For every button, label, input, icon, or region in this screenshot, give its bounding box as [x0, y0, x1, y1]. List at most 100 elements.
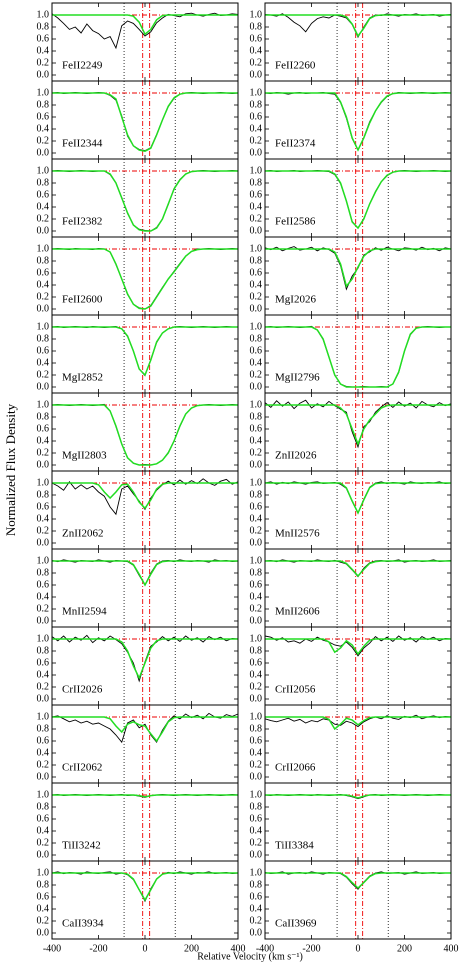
- panel-label: MnII2606: [275, 606, 320, 618]
- y-tick-label: 0.4: [250, 435, 263, 446]
- y-tick-label: 1.0: [37, 555, 50, 566]
- y-tick-label: 0.8: [250, 333, 263, 344]
- y-tick-label: 0.8: [250, 801, 263, 812]
- y-tick-label: 0.6: [250, 657, 263, 668]
- y-tick-label: 0.2: [250, 447, 263, 458]
- y-tick-label: 0.8: [250, 99, 263, 110]
- fit-line: [265, 872, 451, 890]
- fit-line: [265, 560, 451, 578]
- y-tick-label: 0.0: [37, 771, 50, 782]
- panel-label: FeII2260: [275, 60, 316, 72]
- y-tick-label: 0.2: [250, 525, 263, 536]
- x-tick-label: 400: [231, 943, 246, 954]
- fit-line: [265, 638, 451, 656]
- y-tick-label: 0.8: [37, 333, 50, 344]
- y-tick-label: 0.2: [250, 369, 263, 380]
- y-tick-label: 0.6: [250, 735, 263, 746]
- y-tick-label: 0.0: [250, 459, 263, 470]
- panel-label: FeII2249: [62, 60, 103, 72]
- y-tick-label: 0.6: [250, 345, 263, 356]
- y-tick-label: 0.8: [250, 177, 263, 188]
- y-tick-label: 0.4: [37, 591, 50, 602]
- y-tick-label: 0.2: [250, 915, 263, 926]
- y-tick-label: 0.0: [37, 69, 50, 80]
- y-tick-label: 1.0: [250, 867, 263, 878]
- y-tick-label: 0.6: [250, 267, 263, 278]
- fit-line: [265, 170, 451, 230]
- y-tick-label: 0.8: [37, 489, 50, 500]
- spectrum-line: [51, 871, 239, 903]
- y-tick-label: 0.4: [250, 747, 263, 758]
- y-tick-label: 1.0: [250, 243, 263, 254]
- y-tick-label: 1.0: [37, 399, 50, 410]
- y-tick-label: 0.0: [250, 927, 263, 938]
- panel-label: FeII2344: [62, 138, 103, 150]
- x-tick-label: 0: [143, 943, 148, 954]
- y-tick-label: 0.4: [37, 903, 50, 914]
- fit-line: [52, 482, 238, 510]
- fit-line: [265, 14, 451, 38]
- panel-label: CaII3969: [275, 918, 317, 930]
- y-tick-label: 0.4: [37, 747, 50, 758]
- panel-label: MnII2576: [275, 528, 320, 540]
- y-tick-label: 0.8: [37, 801, 50, 812]
- y-tick-label: 0.8: [250, 645, 263, 656]
- x-tick-label: 200: [184, 943, 199, 954]
- y-tick-label: 1.0: [37, 789, 50, 800]
- y-tick-label: 0.2: [37, 759, 50, 770]
- y-tick-label: 0.4: [250, 45, 263, 56]
- y-tick-label: 0.6: [37, 267, 50, 278]
- y-tick-label: 1.0: [250, 87, 263, 98]
- panel-label: CrII2066: [275, 762, 316, 774]
- y-tick-label: 0.4: [250, 123, 263, 134]
- fit-line: [265, 404, 451, 447]
- fit-line: [265, 482, 451, 515]
- y-tick-label: 0.4: [250, 357, 263, 368]
- y-tick-label: 0.0: [37, 147, 50, 158]
- y-tick-label: 0.0: [250, 69, 263, 80]
- y-tick-label: 0.0: [250, 303, 263, 314]
- y-tick-label: 0.2: [250, 135, 263, 146]
- y-tick-label: 0.2: [37, 135, 50, 146]
- spectrum-line: [51, 634, 239, 683]
- y-tick-label: 0.0: [37, 693, 50, 704]
- y-tick-label: 0.8: [250, 255, 263, 266]
- panel-label: CrII2062: [62, 762, 102, 774]
- y-tick-label: 0.0: [37, 537, 50, 548]
- y-tick-label: 0.0: [250, 615, 263, 626]
- y-tick-label: 0.4: [37, 279, 50, 290]
- spectrum-line: [51, 559, 239, 586]
- y-tick-label: 0.2: [37, 213, 50, 224]
- spectrum-line: [264, 399, 452, 449]
- fit-line: [265, 326, 451, 388]
- y-tick-label: 0.6: [250, 891, 263, 902]
- fit-line: [52, 716, 238, 743]
- y-tick-label: 0.6: [37, 33, 50, 44]
- y-tick-label: 1.0: [37, 321, 50, 332]
- panel-label: MgII2796: [275, 372, 320, 384]
- y-tick-label: 0.6: [250, 579, 263, 590]
- y-tick-label: 0.4: [37, 435, 50, 446]
- y-tick-label: 0.6: [250, 813, 263, 824]
- y-tick-label: 1.0: [250, 321, 263, 332]
- x-tick-label: -400: [256, 943, 274, 954]
- panel-label: ZnII2026: [275, 450, 317, 462]
- y-tick-label: 0.8: [37, 567, 50, 578]
- y-tick-label: 0.2: [37, 447, 50, 458]
- spectrum-line: [51, 325, 238, 377]
- panel-label: FeII2374: [275, 138, 316, 150]
- y-tick-label: 0.2: [37, 291, 50, 302]
- panel-label: MgI2852: [62, 372, 103, 384]
- y-tick-label: 0.6: [250, 423, 263, 434]
- panel-label: CrII2056: [275, 684, 316, 696]
- y-tick-label: 0.8: [250, 489, 263, 500]
- y-tick-label: 0.2: [37, 915, 50, 926]
- y-tick-label: 0.2: [250, 213, 263, 224]
- x-tick-label: 400: [444, 943, 459, 954]
- y-tick-label: 0.6: [250, 111, 263, 122]
- y-tick-label: 1.0: [37, 477, 50, 488]
- x-tick-label: -400: [43, 943, 61, 954]
- y-tick-label: 0.0: [250, 849, 263, 860]
- panel-label: MgII2803: [62, 450, 107, 462]
